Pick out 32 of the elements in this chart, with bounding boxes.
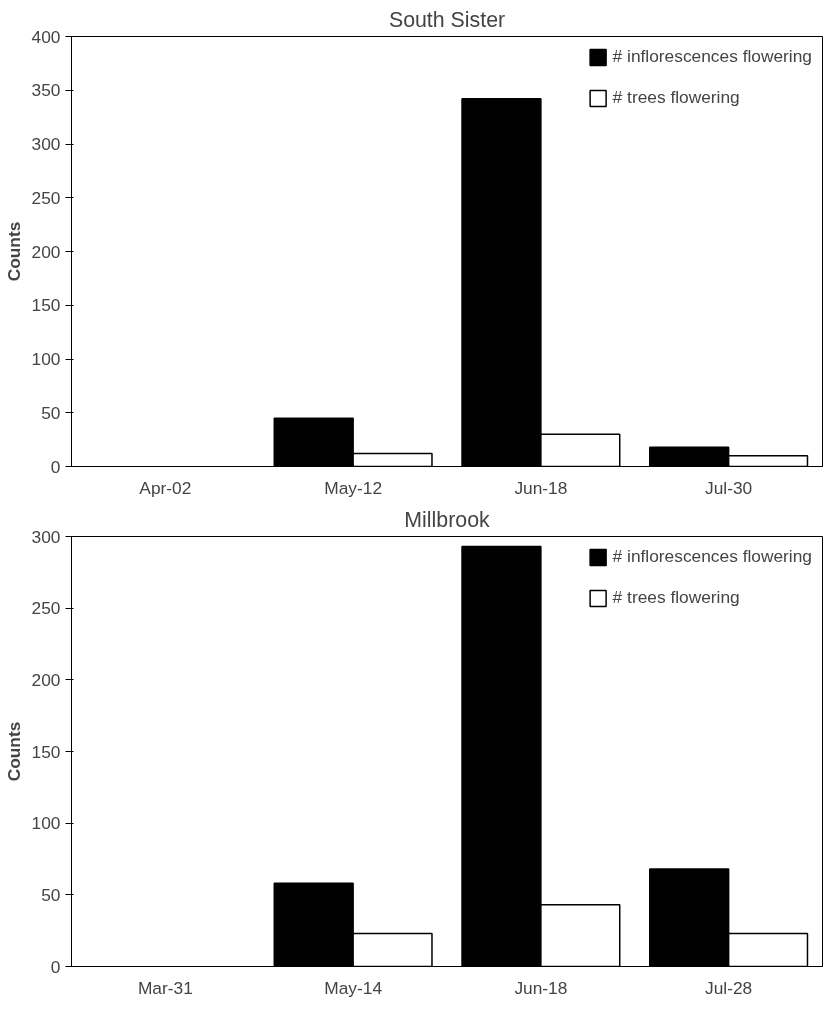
y-axis-title: Counts bbox=[3, 221, 24, 282]
y-tick-label: 0 bbox=[50, 456, 61, 477]
y-tick-label: 400 bbox=[31, 26, 61, 47]
y-tick-label: 0 bbox=[50, 956, 61, 977]
y-tick-label: 50 bbox=[41, 884, 61, 905]
x-tick-label: Jul-30 bbox=[705, 477, 753, 498]
y-tick-label: 200 bbox=[31, 241, 61, 262]
legend-label: # trees flowering bbox=[612, 587, 740, 608]
y-tick-label: 300 bbox=[31, 134, 61, 154]
y-tick-label: 100 bbox=[31, 349, 61, 369]
x-tick-label: Apr-02 bbox=[139, 477, 192, 498]
y-tick-label: 50 bbox=[41, 402, 61, 423]
y-tick-label: 300 bbox=[31, 526, 61, 547]
x-tick-label: Jul-28 bbox=[705, 977, 753, 998]
x-tick-label: Jun-18 bbox=[514, 477, 568, 498]
x-tick-label: Mar-31 bbox=[137, 977, 193, 998]
chart-title: South Sister bbox=[388, 7, 506, 32]
x-tick-label: May-12 bbox=[324, 477, 383, 498]
chart-title: Millbrook bbox=[404, 507, 490, 532]
x-tick-label: Jun-18 bbox=[514, 977, 568, 998]
legend-label: # trees flowering bbox=[612, 87, 740, 108]
y-tick-label: 250 bbox=[31, 187, 61, 208]
legend-label: # inflorescences flowering bbox=[612, 546, 812, 567]
y-tick-label: 200 bbox=[31, 669, 61, 690]
y-tick-label: 150 bbox=[31, 295, 61, 316]
y-axis-title: Counts bbox=[3, 721, 24, 782]
y-tick-label: 100 bbox=[31, 813, 61, 834]
y-tick-label: 150 bbox=[31, 741, 61, 762]
legend-label: # inflorescences flowering bbox=[612, 46, 812, 67]
x-tick-label: May-14 bbox=[324, 977, 383, 998]
y-tick-label: 350 bbox=[31, 80, 61, 101]
y-tick-label: 250 bbox=[31, 598, 61, 619]
